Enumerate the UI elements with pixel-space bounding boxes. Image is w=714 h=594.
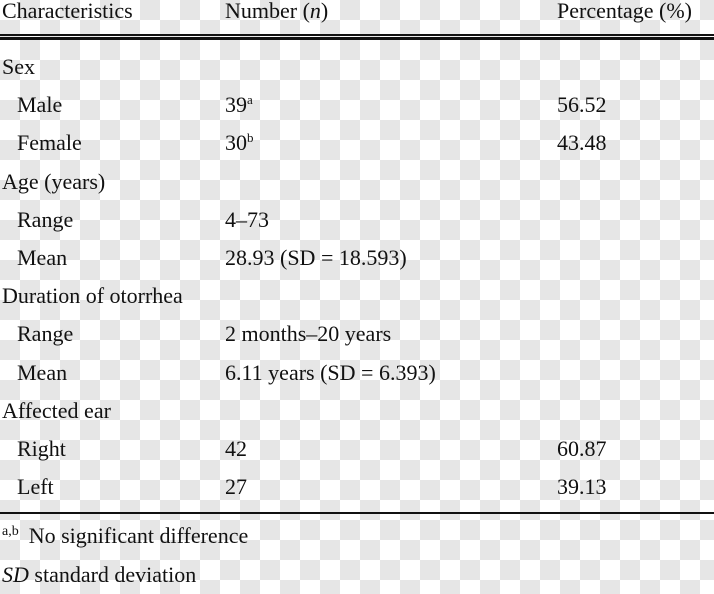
row-percentage: 43.48 [557,130,607,156]
row-percentage: 56.52 [557,92,607,118]
table-row: Age (years) [0,163,714,201]
table-row: Left 27 39.13 [0,468,714,506]
table-row: Sex [0,48,714,86]
row-number: 30b [225,124,254,162]
number-value: 27 [225,474,247,500]
row-category: Sex [2,54,35,79]
number-value: 28.93 (SD = 18.593) [225,245,407,270]
row-sublabel: Right [17,436,66,461]
table-row: Range 2 months–20 years [0,315,714,353]
number-superscript: b [247,130,254,146]
row-percentage: 60.87 [557,436,607,461]
header-number: Number (n) [225,0,329,23]
row-sublabel: Range [17,206,74,232]
row-sublabel: Range [17,321,74,347]
number-value: 4–73 [225,206,269,232]
footnote-text: No significant difference [28,523,249,548]
row-number: 6.11 years (SD = 6.393) [225,354,436,392]
table-row: Male 39a 56.52 [0,86,714,124]
footnote-definition: standard deviation [28,562,197,587]
table-row: Affected ear [0,392,714,430]
header-rule-bottom [0,37,714,40]
table-row: Mean 28.93 (SD = 18.593) [0,239,714,277]
header-percentage: Percentage (%) [557,0,692,23]
row-sublabel: Female [17,130,82,156]
row-sublabel: Mean [17,359,68,385]
number-value: 2 months–20 years [225,321,392,347]
row-number: 28.93 (SD = 18.593) [225,239,407,277]
number-superscript: a [247,92,253,108]
table-row: Mean 6.11 years (SD = 6.393) [0,354,714,392]
row-sublabel: Left [17,474,54,500]
table-header-row: Characteristics Number (n) Percentage (%… [0,0,714,30]
table-row: Duration of otorrhea [0,277,714,315]
row-number: 27 [225,468,247,506]
number-value: 30 [225,130,247,156]
row-percentage: 39.13 [557,474,607,500]
row-number: 39a [225,86,253,124]
row-category: Affected ear [2,397,111,423]
footnote-abbreviation: SD [2,562,29,587]
row-number: 2 months–20 years [225,315,391,353]
row-number: 4–73 [225,201,269,239]
table-bottom-rule [0,512,714,514]
row-number: 42 [225,430,247,468]
table-row: Range 4–73 [0,201,714,239]
number-value: 6.11 years (SD = 6.393) [225,359,436,385]
row-category: Duration of otorrhea [2,283,183,309]
header-characteristics: Characteristics [2,0,133,23]
table-row: Female 30b 43.48 [0,124,714,162]
number-value: 42 [225,436,247,461]
footnote-mark: a,b [2,524,19,539]
table-row: Right 42 60.87 [0,430,714,468]
footnote-significance: a,b No significant difference [2,517,248,555]
header-rule-top [0,34,714,36]
row-sublabel: Male [17,92,63,118]
number-value: 39 [225,92,247,118]
row-sublabel: Mean [17,245,68,270]
footnote-sd: SD standard deviation [2,556,196,594]
row-category: Age (years) [2,168,106,194]
